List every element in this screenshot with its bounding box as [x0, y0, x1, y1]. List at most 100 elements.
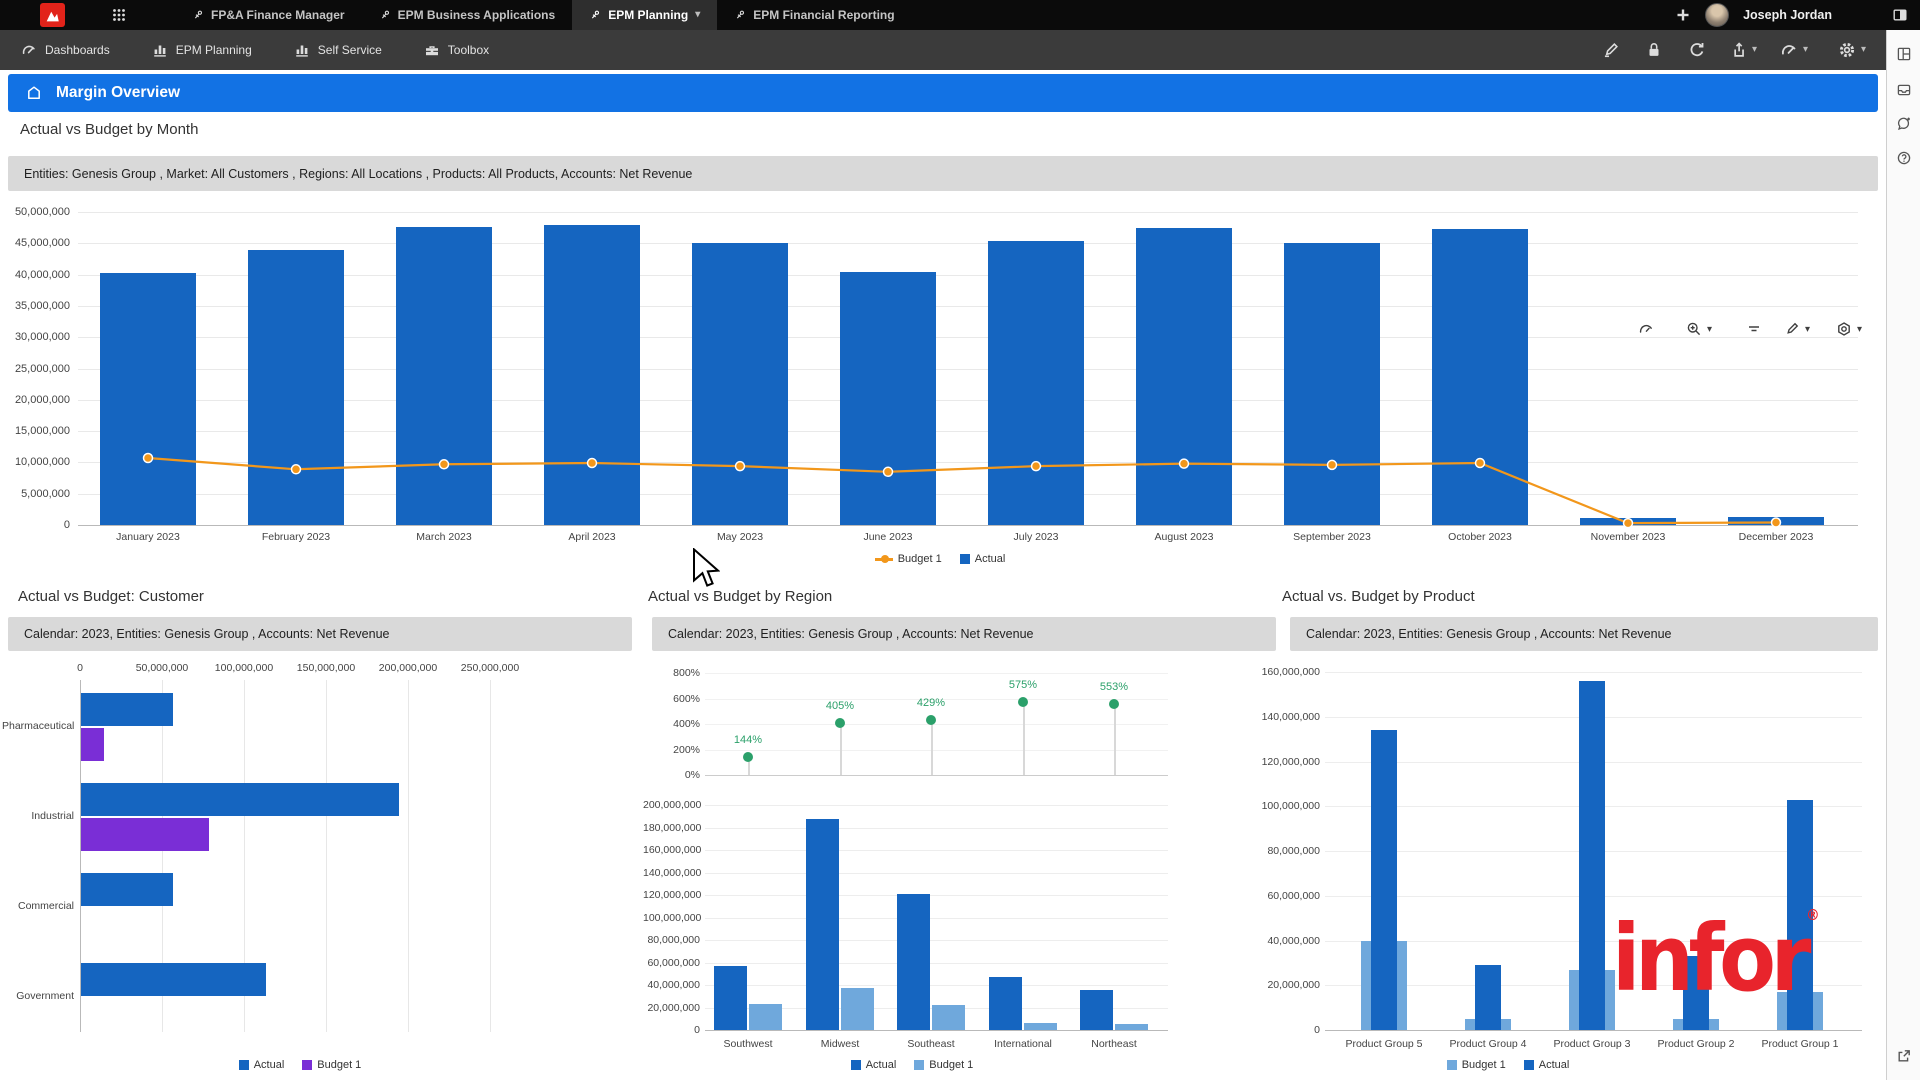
actual-bar[interactable]	[1580, 518, 1676, 525]
actual-bar[interactable]	[1284, 243, 1380, 525]
actual-bar[interactable]	[714, 966, 747, 1030]
gridline	[705, 805, 1168, 806]
y-axis-label: 800%	[650, 667, 700, 679]
x-axis-label: May 2023	[670, 531, 810, 544]
product-chart-legend: Budget 1 Actual	[1422, 1057, 1594, 1073]
x-axis-label: June 2023	[818, 531, 958, 544]
y-axis-label: 35,000,000	[0, 300, 70, 312]
actual-bar[interactable]	[81, 693, 173, 726]
actual-bar[interactable]	[100, 273, 196, 525]
y-axis-label: 160,000,000	[643, 844, 700, 856]
y-axis-label: 5,000,000	[0, 488, 70, 500]
budget-bar[interactable]	[1024, 1023, 1057, 1030]
y-axis-label: 100,000,000	[643, 912, 700, 924]
legend-swatch	[914, 1060, 924, 1070]
y-axis-label: 60,000,000	[643, 957, 700, 969]
legend-item[interactable]: Budget 1	[875, 551, 942, 567]
gridline	[78, 431, 1858, 432]
legend-label: Actual	[866, 1059, 897, 1071]
budget-bar[interactable]	[749, 1004, 782, 1030]
actual-bar[interactable]	[806, 819, 839, 1031]
y-axis-label: 400%	[650, 718, 700, 730]
lollipop-stem	[840, 723, 842, 775]
lollipop-point[interactable]	[743, 752, 753, 762]
x-axis-label: December 2023	[1706, 531, 1846, 544]
actual-bar[interactable]	[544, 225, 640, 525]
mouse-cursor	[692, 548, 720, 590]
actual-bar[interactable]	[897, 894, 930, 1030]
actual-bar[interactable]	[1136, 228, 1232, 525]
help-icon[interactable]	[1896, 150, 1912, 166]
gridline	[705, 895, 1168, 896]
legend-label: Budget 1	[898, 553, 942, 565]
gridline	[705, 963, 1168, 964]
y-axis-label: 50,000,000	[0, 206, 70, 218]
epm-dashboard-page: FP&A Finance Manager EPM Business Applic…	[0, 0, 1920, 1080]
gridline	[78, 525, 1858, 526]
category-label: Commercial	[2, 900, 74, 913]
actual-bar[interactable]	[1080, 990, 1113, 1031]
budget-bar[interactable]	[81, 728, 104, 761]
actual-bar[interactable]	[81, 963, 266, 996]
actual-bar[interactable]	[81, 783, 399, 816]
x-axis-label: April 2023	[522, 531, 662, 544]
legend-item[interactable]: Actual	[960, 551, 1006, 567]
actual-bar[interactable]	[81, 873, 173, 906]
y-axis-label: 160,000,000	[1240, 666, 1320, 678]
y-axis-label: 30,000,000	[0, 331, 70, 343]
legend-item[interactable]: Actual	[851, 1057, 897, 1073]
actual-bar[interactable]	[989, 977, 1022, 1030]
assistant-chat-icon[interactable]	[1896, 116, 1912, 132]
lollipop-point[interactable]	[835, 718, 845, 728]
y-axis-label: 180,000,000	[643, 822, 700, 834]
category-label: Pharmaceutical	[2, 720, 74, 733]
x-axis-label: October 2023	[1410, 531, 1550, 544]
external-link-icon[interactable]	[1896, 1048, 1912, 1064]
actual-bar[interactable]	[396, 227, 492, 525]
budget-bar[interactable]	[81, 818, 209, 851]
budget-bar[interactable]	[841, 988, 874, 1030]
percent-label: 553%	[1084, 681, 1144, 694]
lollipop-stem	[931, 720, 933, 775]
lollipop-point[interactable]	[1109, 699, 1119, 709]
layout-panels-icon[interactable]	[1896, 46, 1912, 62]
x-axis-label: August 2023	[1114, 531, 1254, 544]
legend-swatch	[302, 1060, 312, 1070]
lollipop-point[interactable]	[1018, 697, 1028, 707]
actual-bar[interactable]	[840, 272, 936, 525]
legend-item[interactable]: Budget 1	[914, 1057, 973, 1073]
gridline	[78, 243, 1858, 244]
gridline	[78, 337, 1858, 338]
x-axis-label: Product Group 1	[1745, 1038, 1855, 1051]
y-axis-label: 140,000,000	[643, 867, 700, 879]
legend-item[interactable]: Actual	[1524, 1057, 1570, 1073]
actual-bar[interactable]	[1432, 229, 1528, 525]
gridline	[705, 673, 1168, 674]
actual-bar[interactable]	[1475, 965, 1501, 1030]
y-axis-label: 0	[643, 1024, 700, 1036]
region-chart-legend: Actual Budget 1	[826, 1057, 998, 1073]
actual-bar[interactable]	[988, 241, 1084, 525]
legend-label: Budget 1	[1462, 1059, 1506, 1071]
budget-bar[interactable]	[1115, 1024, 1148, 1030]
actual-bar[interactable]	[1728, 517, 1824, 525]
actual-bar[interactable]	[692, 243, 788, 525]
legend-label: Budget 1	[929, 1059, 973, 1071]
inbox-tray-icon[interactable]	[1896, 82, 1912, 98]
budget-bar[interactable]	[932, 1005, 965, 1030]
actual-bar[interactable]	[1371, 730, 1397, 1030]
legend-item[interactable]: Budget 1	[302, 1057, 361, 1073]
y-axis-label: 120,000,000	[643, 889, 700, 901]
legend-item[interactable]: Actual	[239, 1057, 285, 1073]
y-axis-label: 20,000,000	[0, 394, 70, 406]
gridline	[490, 680, 491, 1032]
y-axis-label: 20,000,000	[1240, 979, 1320, 991]
gridline	[78, 462, 1858, 463]
x-axis-label: Product Group 4	[1433, 1038, 1543, 1051]
legend-item[interactable]: Budget 1	[1447, 1057, 1506, 1073]
main-chart-legend: Budget 1 Actual	[854, 551, 1026, 567]
actual-bar[interactable]	[1579, 681, 1605, 1030]
actual-bar[interactable]	[248, 250, 344, 525]
y-axis-label: 100,000,000	[1240, 800, 1320, 812]
legend-label: Actual	[254, 1059, 285, 1071]
